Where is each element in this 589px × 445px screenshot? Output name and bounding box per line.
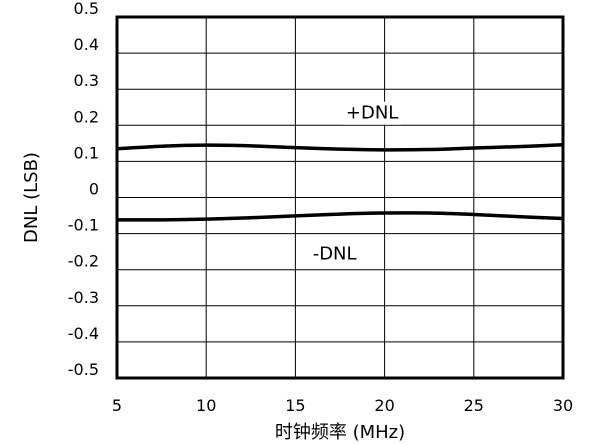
y-tick-label: -0.5: [68, 360, 99, 379]
y-tick-label: -0.1: [68, 216, 99, 235]
plot-area-frame: [115, 15, 565, 380]
y-tick-label: 0.1: [74, 143, 99, 162]
y-tick-label: -0.3: [68, 288, 99, 307]
y-axis-ticks: 0.5 0.4 0.3 0.2 0.1 0 -0.1 -0.2 -0.3 -0.4 -0.5: [68, 0, 99, 379]
series-line-pos-dnl: [116, 143, 564, 152]
y-tick-label: 0: [89, 180, 99, 199]
annotation-neg-dnl: -DNL: [309, 242, 360, 266]
annotations: +DNL -DNL: [309, 101, 402, 266]
annotation-background: [342, 101, 402, 125]
x-tick-label: 5: [112, 396, 122, 415]
y-tick-label: 0.5: [74, 0, 99, 18]
series-layer: [116, 143, 564, 222]
x-tick-label: 15: [285, 396, 305, 415]
grid: [117, 17, 563, 378]
x-tick-label: 20: [374, 396, 394, 415]
x-tick-label: 25: [464, 396, 484, 415]
x-tick-label: 10: [196, 396, 216, 415]
y-tick-label: -0.4: [68, 324, 99, 343]
x-tick-label: 30: [553, 396, 573, 415]
series-line-neg-dnl: [116, 211, 564, 222]
y-tick-label: 0.4: [74, 35, 99, 54]
y-tick-label: 0.3: [74, 71, 99, 90]
annotation-text: -DNL: [313, 243, 357, 264]
y-tick-label: 0.2: [74, 107, 99, 126]
annotation-background: [309, 242, 360, 266]
annotation-pos-dnl: +DNL: [342, 101, 402, 125]
y-axis-title: DNL (LSB): [21, 152, 42, 243]
y-tick-label: -0.2: [68, 252, 99, 271]
annotation-text: +DNL: [346, 103, 398, 124]
x-axis-title: 时钟频率 (MHz): [275, 422, 405, 443]
x-axis-ticks: 5 10 15 20 25 30: [112, 396, 573, 415]
